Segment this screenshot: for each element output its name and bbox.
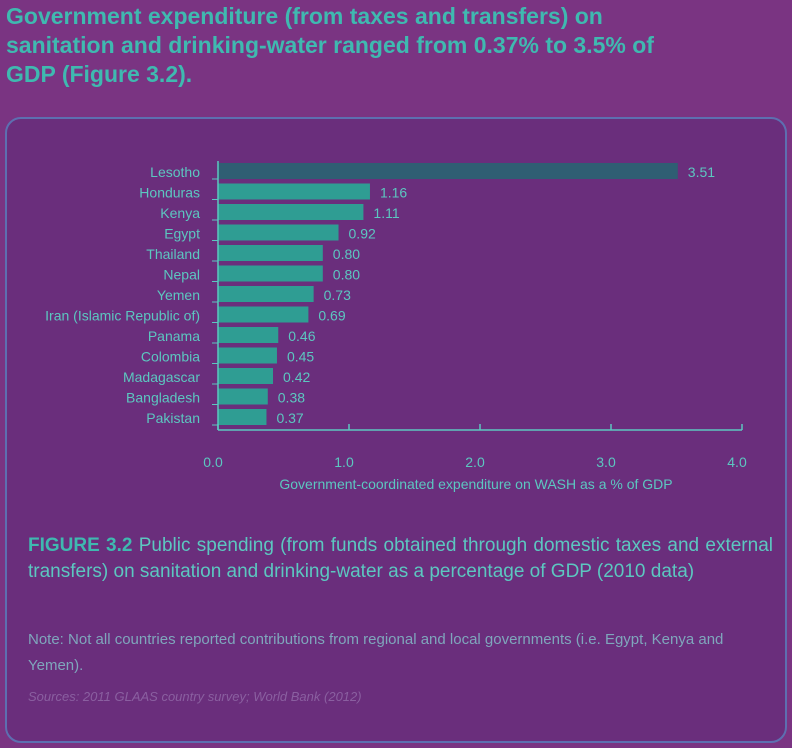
value-label: 0.92 (349, 226, 376, 242)
x-axis-group: 0.0 1.0 2.0 3.0 4.0 (203, 161, 747, 470)
x-tick-label: 3.0 (596, 454, 616, 470)
sources: Sources: 2011 GLAAS country survey; Worl… (28, 689, 362, 704)
category-label: Egypt (164, 226, 200, 242)
bar-bangladesh (218, 388, 268, 405)
bar-thailand (218, 245, 323, 261)
bar-egypt (218, 224, 339, 241)
bar-honduras (218, 183, 370, 200)
category-label: Honduras (139, 185, 200, 201)
x-tick-label: 1.0 (334, 454, 354, 470)
figure-label: FIGURE 3.2 (28, 535, 133, 556)
bar-kenya (218, 204, 364, 220)
bar-madagascar (218, 368, 274, 384)
x-axis-label: Government-coordinated expenditure on WA… (279, 476, 672, 492)
x-tick-label: 2.0 (465, 454, 485, 470)
value-label: 0.45 (287, 349, 314, 365)
category-label: Yemen (157, 287, 200, 303)
value-label: 0.69 (318, 308, 345, 324)
bar-yemen (218, 286, 314, 302)
x-tick-label: 4.0 (727, 454, 747, 470)
value-labels-group: 3.51 1.16 1.11 0.92 0.80 0.80 0.73 0.690.46 0.45… (276, 164, 715, 426)
bar-panama (218, 327, 279, 343)
category-label: Iran (Islamic Republic of) (45, 308, 200, 324)
headline: Government expenditure (from taxes and t… (6, 3, 654, 87)
category-label: Bangladesh (126, 390, 200, 406)
value-label: 0.80 (333, 267, 360, 283)
bars-group (218, 163, 678, 425)
value-label: 0.37 (276, 410, 303, 426)
category-label: Colombia (141, 349, 200, 365)
bar-nepal (218, 265, 323, 282)
category-label: Lesotho (150, 164, 200, 180)
bar-iran-islamic-republic-of (218, 306, 309, 323)
bar-chart: Lesotho Honduras Kenya Egypt Thailand Nepal Ye… (45, 161, 747, 492)
value-label: 0.73 (324, 287, 351, 303)
x-tick-label: 0.0 (203, 454, 223, 470)
value-label: 3.51 (688, 164, 715, 180)
bar-pakistan (218, 409, 267, 425)
value-label: 0.38 (278, 390, 305, 406)
bar-colombia (218, 347, 277, 364)
category-label: Thailand (146, 246, 200, 262)
category-label: Panama (148, 328, 200, 344)
value-label: 0.80 (333, 246, 360, 262)
value-label: 0.46 (288, 328, 315, 344)
value-label: 1.11 (373, 205, 399, 221)
figure-caption: FIGURE 3.2 Public spending (from funds o… (28, 533, 773, 585)
category-label: Pakistan (146, 410, 200, 426)
value-label: 0.42 (283, 369, 310, 385)
category-label: Madagascar (123, 369, 200, 385)
category-label: Kenya (160, 205, 200, 221)
caption-text: Public spending (from funds obtained thr… (28, 535, 773, 582)
category-labels-group: Lesotho Honduras Kenya Egypt Thailand Nepal Ye… (45, 164, 200, 426)
note: Note: Not all countries reported contrib… (28, 631, 724, 674)
category-label: Nepal (163, 267, 200, 283)
bar-lesotho (218, 163, 678, 179)
value-label: 1.16 (380, 185, 407, 201)
